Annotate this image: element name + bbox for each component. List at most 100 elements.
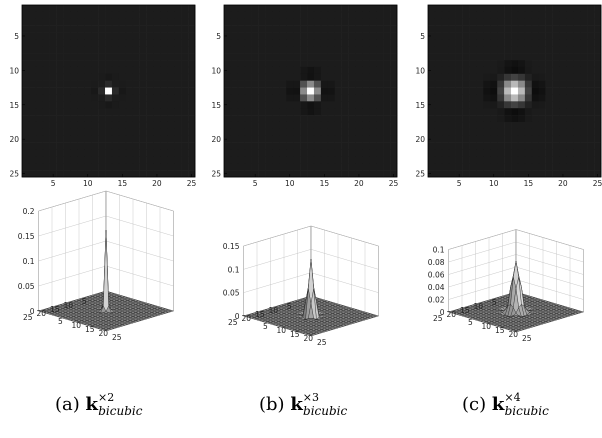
heatmap-cell: [327, 60, 336, 68]
heatmap-cell: [286, 66, 294, 75]
heatmap-cell: [35, 142, 44, 150]
heatmap-cell: [369, 5, 377, 13]
heatmap-cell: [84, 128, 92, 137]
heatmap-cell: [524, 73, 533, 81]
heatmap-cell: [300, 108, 308, 116]
heatmap-cell: [237, 32, 246, 40]
heatmap-cell: [517, 80, 526, 88]
heatmap-cell: [244, 39, 252, 47]
heatmap-cell: [28, 135, 37, 143]
heatmap-cell: [334, 142, 342, 150]
surface-coltick-label: 25: [317, 338, 327, 347]
heatmap-xtick-label: 20: [354, 179, 364, 188]
heatmap-cell: [153, 135, 161, 143]
heatmap-cell: [469, 142, 477, 150]
heatmap-cell: [77, 11, 85, 20]
heatmap-cell: [230, 142, 239, 150]
heatmap-cell: [265, 11, 273, 20]
heatmap-cell: [307, 5, 315, 13]
heatmap-cell: [279, 108, 287, 116]
heatmap-cell: [587, 53, 595, 61]
heatmap-cell: [146, 156, 154, 164]
heatmap-cell: [383, 73, 391, 81]
heatmap-cell: [573, 39, 581, 47]
heatmap-cell: [300, 46, 308, 54]
heatmap-cell: [84, 170, 92, 178]
heatmap-cell: [428, 128, 436, 137]
heatmap-cell: [77, 170, 85, 178]
heatmap-cell: [63, 121, 71, 130]
heatmap-cell: [105, 142, 113, 150]
heatmap-cell: [517, 128, 526, 137]
heatmap-cell: [566, 121, 574, 130]
heatmap-cell: [573, 11, 581, 20]
surface-coltick-label: 15: [290, 330, 300, 339]
heatmap-cell: [251, 115, 259, 123]
heatmap-cell: [188, 5, 196, 13]
heatmap-cell: [383, 142, 391, 150]
heatmap-cell: [77, 163, 85, 171]
heatmap-cell: [497, 128, 505, 137]
heatmap-cell: [174, 53, 182, 61]
heatmap-cell: [167, 163, 175, 171]
heatmap-cell: [341, 5, 349, 13]
heatmap-cell: [594, 39, 602, 47]
heatmap-cell: [573, 163, 581, 171]
heatmap-cell: [300, 73, 308, 81]
heatmap-cell: [139, 115, 147, 123]
heatmap-cell: [174, 170, 182, 178]
heatmap-cell: [320, 170, 329, 178]
heatmap-ytick-label: 10: [415, 66, 425, 75]
heatmap-cell: [334, 121, 342, 130]
heatmap-cell: [265, 66, 273, 75]
heatmap-cell: [111, 39, 120, 47]
heatmap-cell: [573, 115, 581, 123]
heatmap-cell: [293, 163, 301, 171]
heatmap-cell: [105, 115, 113, 123]
heatmap-cell: [434, 115, 443, 123]
heatmap-cell: [111, 115, 120, 123]
heatmap-cell: [552, 80, 560, 88]
heatmap-cell: [132, 60, 140, 68]
heatmap-cell: [35, 101, 44, 109]
heatmap-cell: [566, 94, 574, 102]
heatmap-cell: [369, 170, 377, 178]
heatmap-cell: [369, 163, 377, 171]
heatmap-cell: [531, 94, 540, 102]
heatmap-cell: [286, 108, 294, 116]
heatmap-cell: [160, 66, 168, 75]
heatmap-cell: [293, 60, 301, 68]
heatmap-cell: [552, 87, 560, 95]
heatmap-cell: [49, 115, 57, 123]
heatmap-cell: [56, 170, 64, 178]
heatmap-cell: [490, 32, 498, 40]
heatmap-cell: [313, 46, 322, 54]
heatmap-cell: [320, 46, 329, 54]
heatmap-cell: [56, 39, 64, 47]
heatmap-cell: [341, 46, 349, 54]
heatmap-cell: [559, 108, 567, 116]
heatmap-cell: [307, 149, 315, 157]
heatmap-cell: [63, 80, 71, 88]
heatmap-cell: [594, 66, 602, 75]
heatmap-cell: [279, 94, 287, 102]
heatmap-cell: [98, 170, 106, 178]
heatmap-cell: [504, 18, 512, 26]
heatmap-cell: [230, 149, 239, 157]
heatmap-cell: [84, 11, 92, 20]
heatmap-cell: [63, 18, 71, 26]
heatmap-cell: [258, 163, 266, 171]
heatmap-cell: [28, 39, 37, 47]
heatmap-cell: [105, 25, 113, 33]
heatmap-cell: [441, 108, 450, 116]
heatmap-cell: [355, 128, 363, 137]
heatmap-cell: [56, 46, 64, 54]
heatmap-cell: [469, 66, 477, 75]
heatmap-cell: [327, 46, 336, 54]
heatmap-cell: [390, 163, 398, 171]
heatmap-cell: [105, 149, 113, 157]
heatmap-cell: [56, 142, 64, 150]
heatmap-cell: [84, 32, 92, 40]
heatmap-cell: [580, 60, 588, 68]
